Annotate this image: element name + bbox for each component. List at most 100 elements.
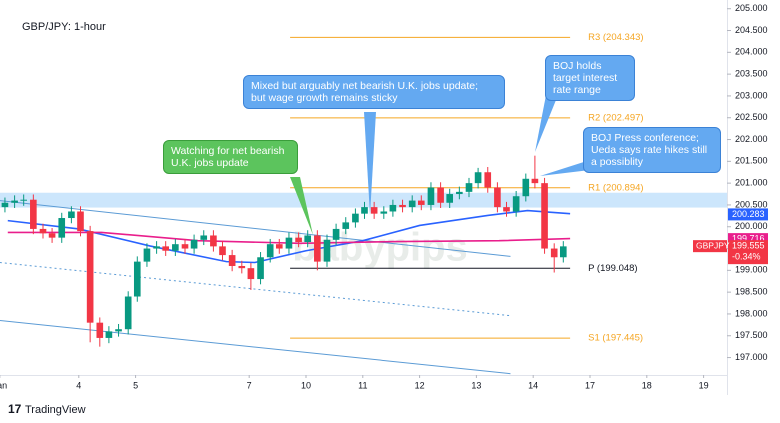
candle-body: [190, 239, 198, 249]
y-tick-label: 201.500: [735, 156, 768, 166]
last-price-tag: [728, 240, 768, 265]
channel-line: [0, 320, 511, 375]
x-tick-label: 19: [699, 380, 709, 390]
callout-line: target interest: [553, 72, 618, 84]
candle-body: [559, 246, 567, 258]
candle-body: [39, 228, 47, 234]
callout-line: Mixed but arguably net bearish U.K. jobs…: [251, 80, 479, 92]
candle-body: [247, 268, 255, 280]
candle-body: [408, 200, 416, 208]
candle-body: [162, 246, 170, 251]
candle-body: [210, 235, 217, 247]
y-tick-label: 199.000: [735, 265, 768, 275]
candle-body: [494, 187, 501, 208]
x-tick-label: 17: [585, 380, 595, 390]
x-tick-label: 18: [642, 380, 652, 390]
candle-body: [124, 296, 132, 330]
callout-line: but wage growth remains sticky: [251, 92, 398, 104]
x-tick-label: 13: [471, 380, 481, 390]
x-tick-label: 12: [415, 380, 425, 390]
candle-body: [172, 244, 179, 251]
candle-body: [456, 191, 463, 195]
callout-pointer: [535, 90, 556, 152]
candle-body: [257, 257, 264, 280]
y-tick-label: 204.500: [735, 25, 768, 35]
candle-body: [1, 202, 9, 208]
callout-pointer: [364, 112, 376, 215]
candle-body: [143, 248, 151, 262]
candle-body: [323, 239, 331, 262]
candle-body: [550, 248, 558, 258]
candle-body: [474, 172, 482, 184]
channel-line: [0, 262, 511, 317]
x-tick-label: 10: [301, 380, 311, 390]
y-tick-label: 200.500: [735, 199, 768, 209]
x-tick-label: 14: [528, 380, 538, 390]
channel-line: [0, 200, 511, 257]
candle-body: [352, 213, 359, 223]
candle-body: [115, 329, 122, 332]
candle-body: [11, 200, 18, 203]
candle-body: [437, 187, 444, 203]
candle-body: [380, 211, 388, 214]
callout-line: BOJ Press conference;: [591, 132, 699, 144]
candle-body: [332, 228, 340, 240]
x-tick-label: 11: [358, 380, 367, 390]
callout-line: Watching for net bearish: [171, 145, 285, 157]
candle-body: [417, 200, 425, 205]
candle-body: [361, 207, 368, 214]
candle-body: [503, 207, 510, 212]
logo: 17 TradingView: [8, 402, 86, 416]
candle-body: [399, 204, 406, 208]
candle-body: [304, 235, 312, 243]
logo-text: TradingView: [25, 404, 86, 416]
candle-body: [295, 237, 302, 243]
candle-body: [446, 194, 454, 203]
pivot-label: R1 (200.894): [588, 182, 643, 193]
callout-line: BOJ holds: [553, 60, 602, 72]
candle-body: [77, 211, 84, 232]
callout: BOJ Press conference; Ueda says rate hik…: [583, 127, 721, 173]
candle-body: [68, 211, 75, 219]
last-price-label: 199.555: [732, 241, 765, 251]
last-price-change: -0.34%: [732, 252, 761, 262]
candle-body: [427, 187, 435, 205]
candle-body: [522, 178, 530, 197]
candle-body: [238, 265, 246, 269]
chart-title: GBP/JPY: 1-hour: [22, 21, 106, 33]
candle-body: [153, 246, 160, 249]
candle-body: [541, 183, 548, 249]
callout-pointer: [540, 160, 590, 176]
moving-average: [7, 209, 571, 264]
candle-body: [219, 246, 226, 256]
candle-body: [228, 255, 236, 266]
pivot-label: R3 (204.343): [588, 32, 643, 43]
candle-body: [105, 331, 113, 338]
y-tick-label: 202.500: [735, 112, 768, 122]
y-tick-label: 198.000: [735, 308, 768, 318]
x-tick-label: Jan: [0, 380, 7, 390]
candle-body: [484, 172, 492, 188]
candle-body: [389, 204, 397, 212]
candle-body: [58, 218, 66, 238]
candle-body: [133, 261, 141, 297]
callout-line: rate range: [553, 84, 601, 96]
x-tick-label: 5: [133, 380, 138, 390]
y-tick-label: 200.000: [735, 221, 768, 231]
pivot-label: P (199.048): [588, 263, 637, 274]
resistance-zone: [0, 192, 727, 208]
callout-line: Ueda says rate hikes still: [591, 144, 708, 156]
callout-line: a possiblity: [591, 156, 643, 168]
price-tag-label: 200.283: [732, 209, 765, 219]
candle-body: [266, 244, 274, 258]
candle-body: [531, 178, 539, 184]
candle-body: [342, 222, 350, 229]
y-tick-label: 203.000: [735, 90, 768, 100]
symbol-label: GBPJPY: [696, 240, 730, 250]
candle-body: [370, 207, 378, 214]
callout: BOJ holds target interest rate range: [545, 55, 635, 101]
x-tick-label: 4: [76, 380, 81, 390]
candle-body: [181, 244, 189, 249]
